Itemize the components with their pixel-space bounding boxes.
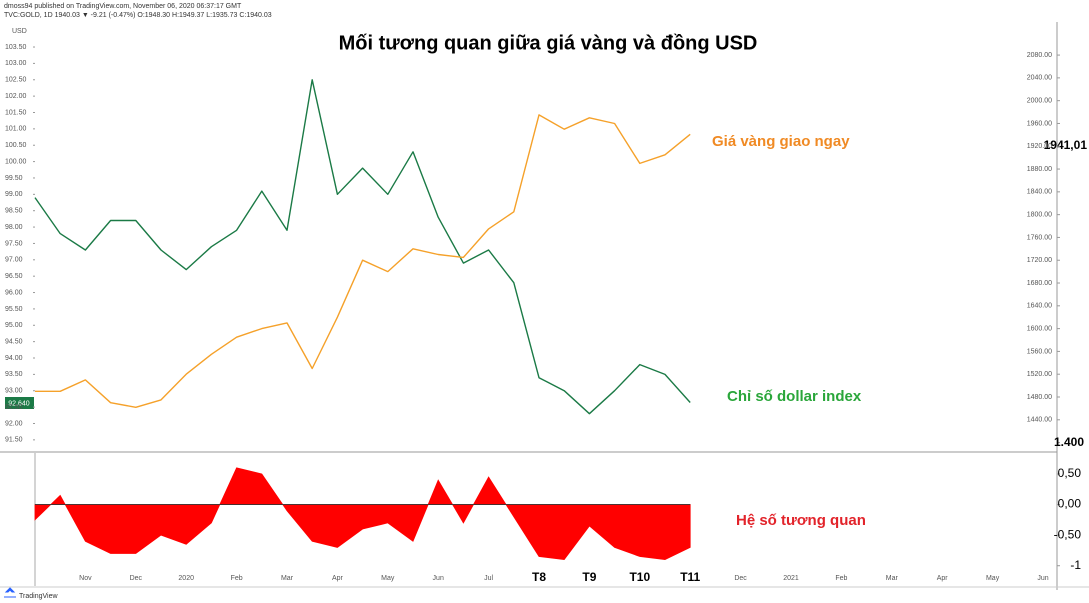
x-tick-label: Nov [79,575,92,582]
dxy-last-bg [5,397,34,409]
y-tick-label: 95.50 [5,306,23,313]
y-tick-label: -1 [1070,558,1081,572]
y-tick-label: 94.50 [5,338,23,345]
y-tick-label: 96.50 [5,273,23,280]
logo-icon [4,587,16,598]
x-tick-label: Feb [835,575,847,582]
y2-tick-label: 1800.00 [1027,211,1052,218]
plot: 91.50 92.00 92.50 93.00 93.50 94.00 94.50 95.00… [5,44,1084,584]
area [34,467,691,561]
y-tick-label: 102.50 [5,77,27,84]
y-tick-label: 97.50 [5,240,23,247]
y-tick-label: 93.50 [5,371,23,378]
series-line [34,79,691,415]
x-tick-label: T10 [629,570,650,584]
y-tick-label: 91.50 [5,437,23,444]
y2-tick-label: 1600.00 [1027,325,1052,332]
y-tick-label: 103.00 [5,60,27,67]
y-tick-label: 98.50 [5,208,23,215]
y-tick-label: 100.00 [5,158,27,165]
y-tick-label: 99.00 [5,191,23,198]
dxy-last-value: 92.640 [8,400,30,407]
y2-tick-label: 1440.00 [1027,417,1052,424]
y-tick-label: 0,50 [1058,466,1082,480]
x-tick-label: Apr [937,575,949,582]
y2-tick-label: 1920.00 [1027,143,1052,150]
y2-tick-label: 2080.00 [1027,52,1052,59]
x-tick-label: Feb [231,575,243,582]
series-line [35,114,691,408]
symbol-line: TVC:GOLD, 1D 1940.03 ▼ -9.21 (-0.47%) O:… [4,12,272,19]
y-tick-label: 94.00 [5,355,23,362]
x-tick-label: Mar [886,575,899,582]
y2-tick-label: 1480.00 [1027,394,1052,401]
y-axis-unit: USD [12,28,27,35]
y-tick-label: 103.50 [5,44,27,51]
x-tick-label: T11 [680,570,700,584]
y-tick-label: -0,50 [1054,527,1082,541]
y-tick-label: 92.00 [5,420,23,427]
y-tick-label: 92.50 [5,404,23,411]
published-line: dmoss94 published on TradingView.com, No… [4,3,242,10]
y2-tick-label: 2000.00 [1027,98,1052,105]
y-tick-label: 0,00 [1058,497,1082,511]
y-tick-label: 93.00 [5,388,23,395]
y2-tick-label: 1880.00 [1027,166,1052,173]
footer-brand: TradingView [19,593,58,600]
x-tick-label: 2020 [178,575,194,582]
y-tick-label: 100.50 [5,142,27,149]
gold-label: Giá vàng giao ngay [712,133,850,150]
y2-tick-label: 1640.00 [1027,303,1052,310]
x-tick-label: Apr [332,575,344,582]
y2-tick-label: 1760.00 [1027,234,1052,241]
y-tick-label: 95.00 [5,322,23,329]
y2-tick-label: 1960.00 [1027,120,1052,127]
y-tick-label: 101.50 [5,109,27,116]
y2-tick-label: 1720.00 [1027,257,1052,264]
y-tick-label: 96.00 [5,289,23,296]
y2-tick-label: 1520.00 [1027,371,1052,378]
y-tick-label: 97.00 [5,257,23,264]
x-tick-label: May [381,575,395,582]
dxy-label: Chỉ số dollar index [727,388,862,405]
x-tick-label: May [986,575,1000,582]
y2-tick-label: 2040.00 [1027,75,1052,82]
x-tick-label: Jun [433,575,444,582]
x-tick-label: Jul [484,575,493,582]
y-tick-label: 102.00 [5,93,27,100]
x-tick-label: Jun [1037,575,1048,582]
chart-title: Mối tương quan giữa giá vàng và đồng USD [339,32,758,54]
x-tick-label: 2021 [783,575,799,582]
x-tick-label: Mar [281,575,294,582]
x-tick-label: Dec [130,575,143,582]
gold-last-value: 1941,01 [1044,138,1088,152]
y-tick-label: 99.50 [5,175,23,182]
y2-tick-label: 1.400 [1054,435,1084,449]
y2-tick-label: 1560.00 [1027,348,1052,355]
x-tick-label: T9 [582,570,596,584]
correlation-label: Hệ số tương quan [736,512,866,529]
x-tick-label: T8 [532,570,546,584]
x-tick-label: Dec [734,575,747,582]
y2-tick-label: 1680.00 [1027,280,1052,287]
y2-tick-label: 1840.00 [1027,189,1052,196]
y-tick-label: 98.00 [5,224,23,231]
y-tick-label: 101.00 [5,126,27,133]
